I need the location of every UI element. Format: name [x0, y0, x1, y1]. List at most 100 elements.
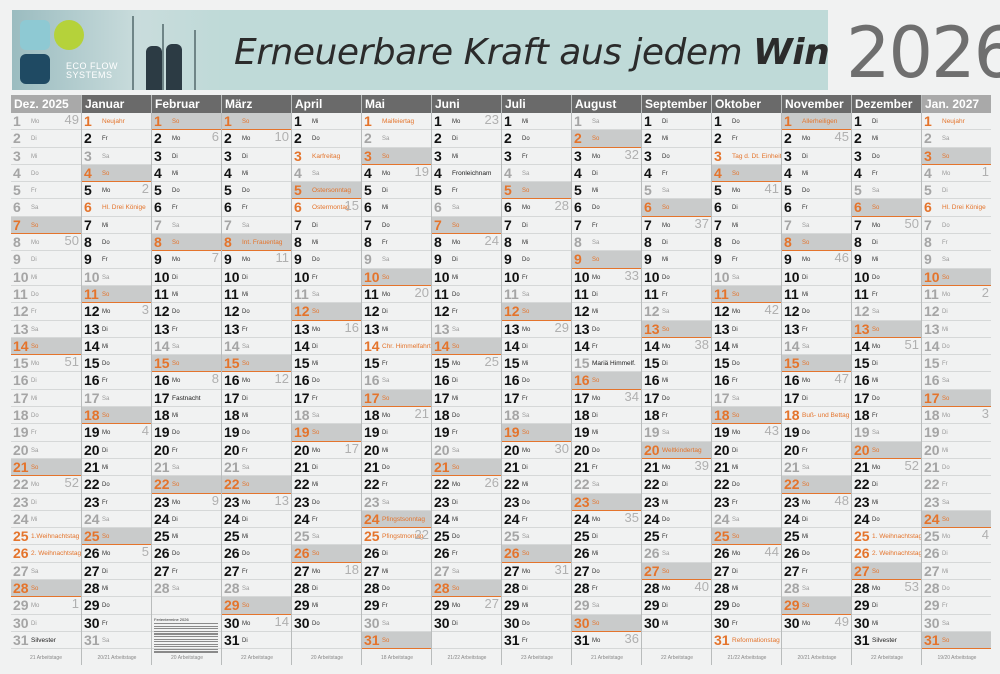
weekday-label: Di: [242, 516, 248, 523]
holiday-label: Hl. Drei Könige: [102, 204, 146, 212]
day-cell: 12 So: [292, 303, 361, 321]
weekday-label: Sa: [242, 586, 250, 593]
day-cell: 27 Mo 18: [292, 562, 361, 581]
day-number: 9: [784, 251, 792, 268]
day-number: 5: [84, 182, 92, 199]
weekday-label: So: [592, 378, 600, 385]
week-number: 27: [484, 596, 499, 612]
weekday-label: Di: [872, 361, 878, 368]
day-cell: 6 So: [642, 199, 711, 217]
weekday-label: Mi: [872, 620, 879, 627]
day-number: 17: [644, 389, 660, 406]
day-cell: 4 Mi: [782, 165, 851, 183]
day-cell: 21 Do: [922, 459, 991, 477]
day-cell: 3 Do: [852, 148, 921, 165]
day-cell: 30 Sa: [362, 615, 431, 632]
day-cell: 8 Sa: [572, 234, 641, 252]
weekday-label: Fr: [172, 326, 178, 333]
day-number: 1: [294, 113, 302, 129]
day-cell: 30 Do: [502, 615, 571, 632]
day-number: 16: [644, 372, 660, 389]
day-cell: 3 So: [362, 147, 431, 165]
day-number: 15: [434, 355, 450, 372]
day-cell: 20 Di: [712, 442, 781, 459]
weekday-label: So: [662, 568, 670, 575]
day-cell: 25 Mi: [222, 528, 291, 546]
day-number: 6: [434, 199, 442, 216]
day-number: 31: [574, 631, 590, 648]
day-number: 28: [714, 580, 730, 597]
weekday-label: Sa: [102, 153, 110, 160]
day-number: 15: [13, 355, 29, 372]
day-number: 28: [854, 580, 870, 597]
week-number: 1: [71, 596, 79, 612]
day-number: 20: [644, 441, 660, 458]
day-cell: 11 Mo 2: [922, 285, 991, 304]
day-cell: 24 Do: [852, 510, 921, 529]
weekday-label: So: [452, 222, 460, 229]
day-cell: 16 Sa: [922, 372, 991, 390]
weekday-label: Mi: [732, 222, 739, 229]
day-cell: 6 Fr: [222, 199, 291, 217]
weekday-label: So: [732, 413, 740, 420]
day-number: 27: [294, 562, 310, 579]
day-number: 30: [784, 614, 800, 631]
day-cell: 15 Do: [82, 355, 151, 373]
week-number: 44: [764, 544, 779, 560]
weekday-label: Mi: [452, 516, 459, 523]
weekday-label: Do: [662, 516, 670, 523]
day-number: 3: [714, 147, 722, 164]
day-number: 29: [924, 597, 940, 614]
holiday-label: Tag d. Dt. Einheit: [732, 152, 782, 160]
weekday-label: Sa: [382, 378, 390, 385]
day-number: 16: [13, 372, 29, 389]
weekday-label: Do: [312, 257, 320, 264]
month-header: März: [222, 95, 291, 113]
day-cell: 18 So: [82, 407, 151, 425]
day-number: 2: [434, 130, 442, 147]
day-cell: 26 Do: [152, 545, 221, 563]
day-cell: 19 Mi: [572, 424, 641, 442]
weekday-label: Mo: [102, 309, 111, 316]
weekday-label: So: [802, 240, 810, 247]
day-number: 24: [854, 510, 870, 527]
holiday-label: Buß- und Bettag: [802, 412, 850, 420]
day-cell: 31 Sa: [82, 632, 151, 650]
day-number: 22: [854, 476, 870, 493]
day-cell: 25 Mi: [782, 528, 851, 546]
month-column: April 1 Mi 2 Do 3 Karfreitag 4 Sa 5 Ostersonntag 6 O…: [291, 95, 361, 665]
working-days-count: 20 Arbeitstage: [311, 655, 343, 661]
day-cell: 13 Fr: [222, 321, 291, 338]
day-number: 22: [784, 476, 800, 493]
weekday-label: Mo: [942, 291, 951, 298]
day-number: 13: [854, 320, 870, 337]
day-number: 24: [714, 510, 730, 527]
day-cell: 24 Fr: [292, 511, 361, 529]
day-cell: 29 Sa: [572, 597, 641, 615]
day-number: 30: [574, 614, 590, 631]
day-cell: 27 Fr: [152, 563, 221, 581]
week-number: 51: [904, 336, 919, 352]
month-header: November: [782, 95, 851, 113]
day-number: 4: [714, 164, 722, 181]
day-cell: 17 Di: [782, 390, 851, 408]
day-number: 24: [224, 510, 240, 527]
weekday-label: Mi: [242, 534, 249, 541]
day-number: 9: [574, 251, 582, 268]
weekday-label: So: [942, 274, 950, 281]
day-number: 14: [294, 337, 310, 354]
weekday-label: Di: [312, 343, 318, 350]
weekday-label: So: [732, 170, 740, 177]
day-number: 2: [294, 130, 302, 147]
day-cell: 24 Sa: [712, 510, 781, 529]
weekday-label: Di: [102, 447, 108, 454]
weekday-label: So: [662, 326, 670, 333]
day-cell: 13 Mo 29: [502, 320, 571, 338]
holiday-label: Fronleichnam: [452, 169, 492, 177]
day-number: 8: [364, 234, 372, 251]
day-cell: 1 Sa: [572, 113, 641, 131]
weekday-label: Mo: [31, 361, 40, 368]
day-cell: 27 Mo 31: [502, 562, 571, 581]
weekday-label: Di: [452, 620, 458, 627]
day-number: 22: [924, 476, 940, 493]
